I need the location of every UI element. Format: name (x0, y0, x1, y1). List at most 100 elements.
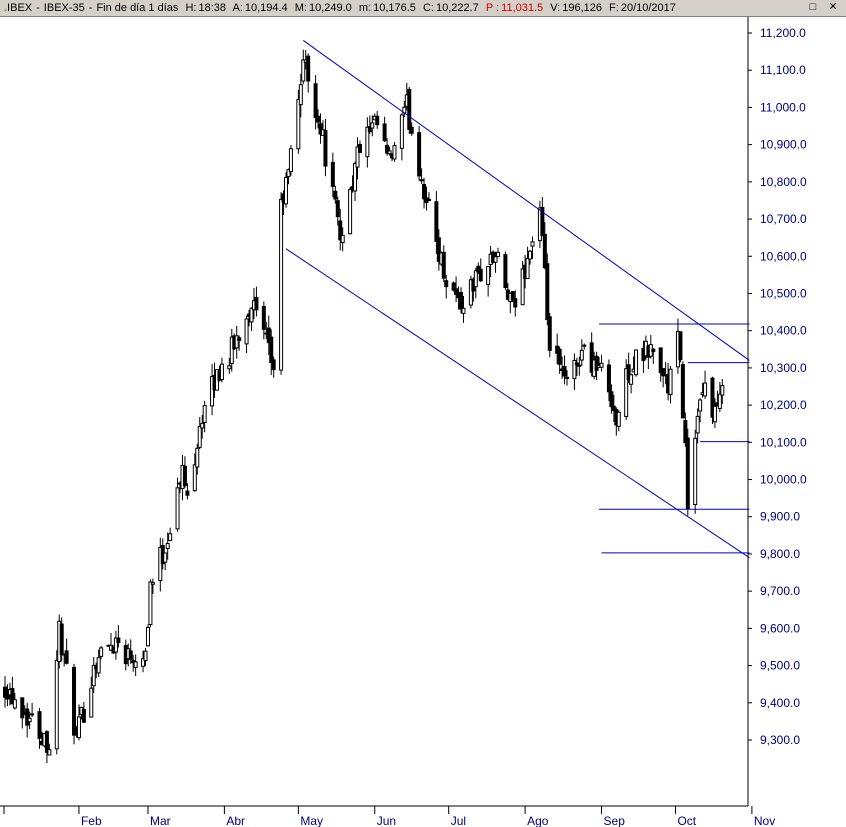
month-label: May (300, 814, 323, 827)
price-tick-label: 11,000.0 (760, 100, 806, 114)
candle-body (133, 661, 138, 668)
candle-body (392, 145, 397, 160)
candle-body (542, 233, 547, 269)
price-tick-label: 10,000.0 (760, 473, 807, 487)
candle-body (426, 198, 431, 201)
price-tick-label: 9,600.0 (760, 621, 800, 635)
candle-body (72, 666, 77, 736)
time-axis: Feb Mar Abr May Jun Jul Ago Sep Oct Nov (3, 806, 775, 827)
candle-body (12, 699, 17, 709)
candle-body (59, 623, 64, 655)
high-value: 10,249.0 (308, 2, 352, 14)
candle-body (165, 543, 170, 550)
candle-body (30, 713, 35, 716)
candle-body (493, 256, 498, 263)
candle-body (200, 422, 205, 429)
candle-body (348, 189, 353, 235)
candle-body (720, 385, 725, 396)
candle-body (407, 88, 412, 130)
candle-body (525, 257, 530, 279)
candle-body (565, 376, 570, 379)
candle-body (227, 365, 232, 370)
candle-body (99, 647, 104, 657)
candle-body (163, 552, 168, 563)
candle-body (54, 659, 59, 750)
candle-body (89, 687, 94, 718)
price-tick-label: 11,100.0 (760, 63, 806, 77)
candle-body (261, 305, 266, 330)
candle-body (182, 465, 187, 487)
candle-body (375, 115, 380, 126)
month-label: Sep (604, 814, 626, 827)
candle-body (399, 114, 404, 149)
candle-body (717, 393, 722, 409)
candle-body (116, 637, 121, 644)
candle-body (678, 331, 683, 361)
candle-body (128, 650, 133, 660)
candle-body (486, 266, 491, 285)
volume-value: 196,126 (562, 2, 602, 14)
maximize-icon[interactable]: □ (809, 1, 817, 13)
price-tick-label: 10,900.0 (760, 138, 807, 152)
price-tick-label: 10,800.0 (760, 175, 807, 189)
candle-body (496, 251, 500, 257)
candle-body (417, 132, 422, 177)
candle-body (210, 376, 215, 407)
candle-body (150, 582, 155, 585)
price-tick-label: 10,400.0 (760, 324, 807, 338)
candle-body (316, 115, 321, 123)
candle-body (340, 234, 345, 244)
candle-body (143, 650, 148, 662)
candle-body (288, 148, 293, 173)
candle-body (434, 201, 439, 242)
price-tick-label: 9,700.0 (760, 584, 800, 598)
price-tick-label: 10,600.0 (760, 249, 807, 263)
month-label: Jun (377, 814, 396, 827)
candle-body (710, 377, 715, 418)
chart-header: .IBEX - IBEX-35- Fin de día 1 días H: 18:38 … (0, 0, 846, 17)
date-label: F: (609, 2, 619, 14)
candle-body (47, 749, 52, 756)
candle-body (419, 179, 424, 182)
candle-body (626, 364, 631, 381)
candle-body (237, 337, 242, 341)
candle-body (459, 291, 464, 310)
month-label: Abr (226, 814, 245, 827)
price-tick-label: 10,200.0 (760, 398, 807, 412)
candle-body (202, 405, 207, 423)
candle-body (271, 359, 276, 371)
date-value: 20/10/2017 (620, 2, 676, 14)
candle-body (540, 207, 545, 237)
candle-body (244, 318, 249, 345)
month-label: Feb (81, 814, 102, 827)
close-icon[interactable]: ✕ (828, 1, 838, 13)
month-label: Nov (754, 814, 775, 827)
candle-body (520, 268, 525, 306)
price-tick-label: 11,200.0 (760, 26, 806, 40)
candle-body (547, 316, 552, 351)
candle-body (353, 163, 358, 192)
candle-body (530, 241, 535, 247)
candle-body (634, 349, 639, 376)
candle-body (333, 190, 338, 200)
month-label: Oct (677, 814, 696, 827)
candle-body (557, 348, 562, 365)
candle-body (545, 263, 550, 321)
candle-body (25, 708, 30, 726)
candle-body (454, 288, 459, 295)
high-label: M: (294, 2, 307, 14)
candle-body (382, 123, 387, 142)
candle-body (478, 268, 483, 282)
candle-body (355, 146, 360, 168)
candle-body (318, 123, 323, 135)
price-tick-label: 9,900.0 (760, 510, 800, 524)
header-text: .IBEX - IBEX-35- Fin de día 1 días H: 18:38 … (4, 2, 676, 14)
candle-body (298, 84, 303, 105)
candle-body (141, 658, 146, 667)
candle-body (306, 55, 311, 82)
candle-body (703, 382, 708, 397)
candle-body (3, 686, 7, 698)
candle-body (693, 437, 698, 506)
candle-body (629, 374, 634, 385)
candle-body (661, 368, 666, 377)
